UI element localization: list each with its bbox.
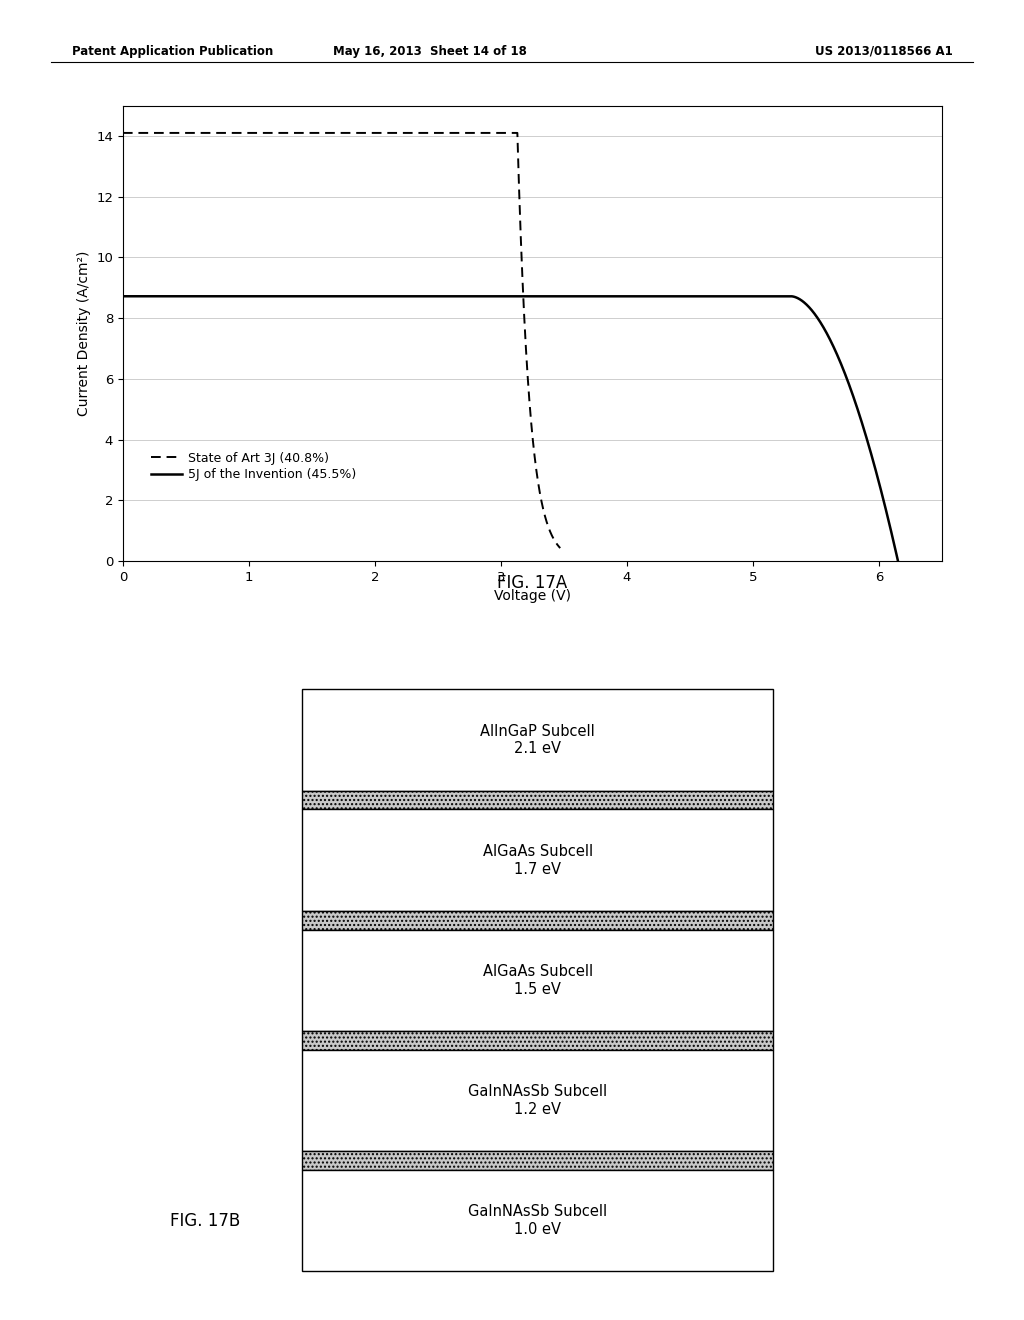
Y-axis label: Current Density (A/cm²): Current Density (A/cm²) bbox=[77, 251, 90, 416]
Bar bbox=[302, 1170, 773, 1271]
Text: FIG. 17A: FIG. 17A bbox=[498, 574, 567, 593]
Bar bbox=[302, 911, 773, 929]
Bar bbox=[302, 929, 773, 1031]
X-axis label: Voltage (V): Voltage (V) bbox=[494, 589, 571, 603]
Bar bbox=[302, 791, 773, 809]
Bar bbox=[302, 1151, 773, 1170]
Bar bbox=[302, 809, 773, 911]
Text: AlInGaP Subcell
2.1 eV: AlInGaP Subcell 2.1 eV bbox=[480, 725, 595, 756]
Text: GaInNAsSb Subcell
1.2 eV: GaInNAsSb Subcell 1.2 eV bbox=[468, 1084, 607, 1117]
Legend: State of Art 3J (40.8%), 5J of the Invention (45.5%): State of Art 3J (40.8%), 5J of the Inven… bbox=[145, 446, 361, 487]
Text: FIG. 17B: FIG. 17B bbox=[170, 1212, 240, 1230]
Text: US 2013/0118566 A1: US 2013/0118566 A1 bbox=[814, 45, 952, 58]
Text: AlGaAs Subcell
1.5 eV: AlGaAs Subcell 1.5 eV bbox=[482, 964, 593, 997]
Text: AlGaAs Subcell
1.7 eV: AlGaAs Subcell 1.7 eV bbox=[482, 845, 593, 876]
Bar bbox=[302, 1049, 773, 1151]
Text: GaInNAsSb Subcell
1.0 eV: GaInNAsSb Subcell 1.0 eV bbox=[468, 1204, 607, 1237]
Text: Patent Application Publication: Patent Application Publication bbox=[72, 45, 273, 58]
Bar bbox=[302, 1031, 773, 1049]
Text: May 16, 2013  Sheet 14 of 18: May 16, 2013 Sheet 14 of 18 bbox=[333, 45, 527, 58]
Bar bbox=[302, 689, 773, 791]
